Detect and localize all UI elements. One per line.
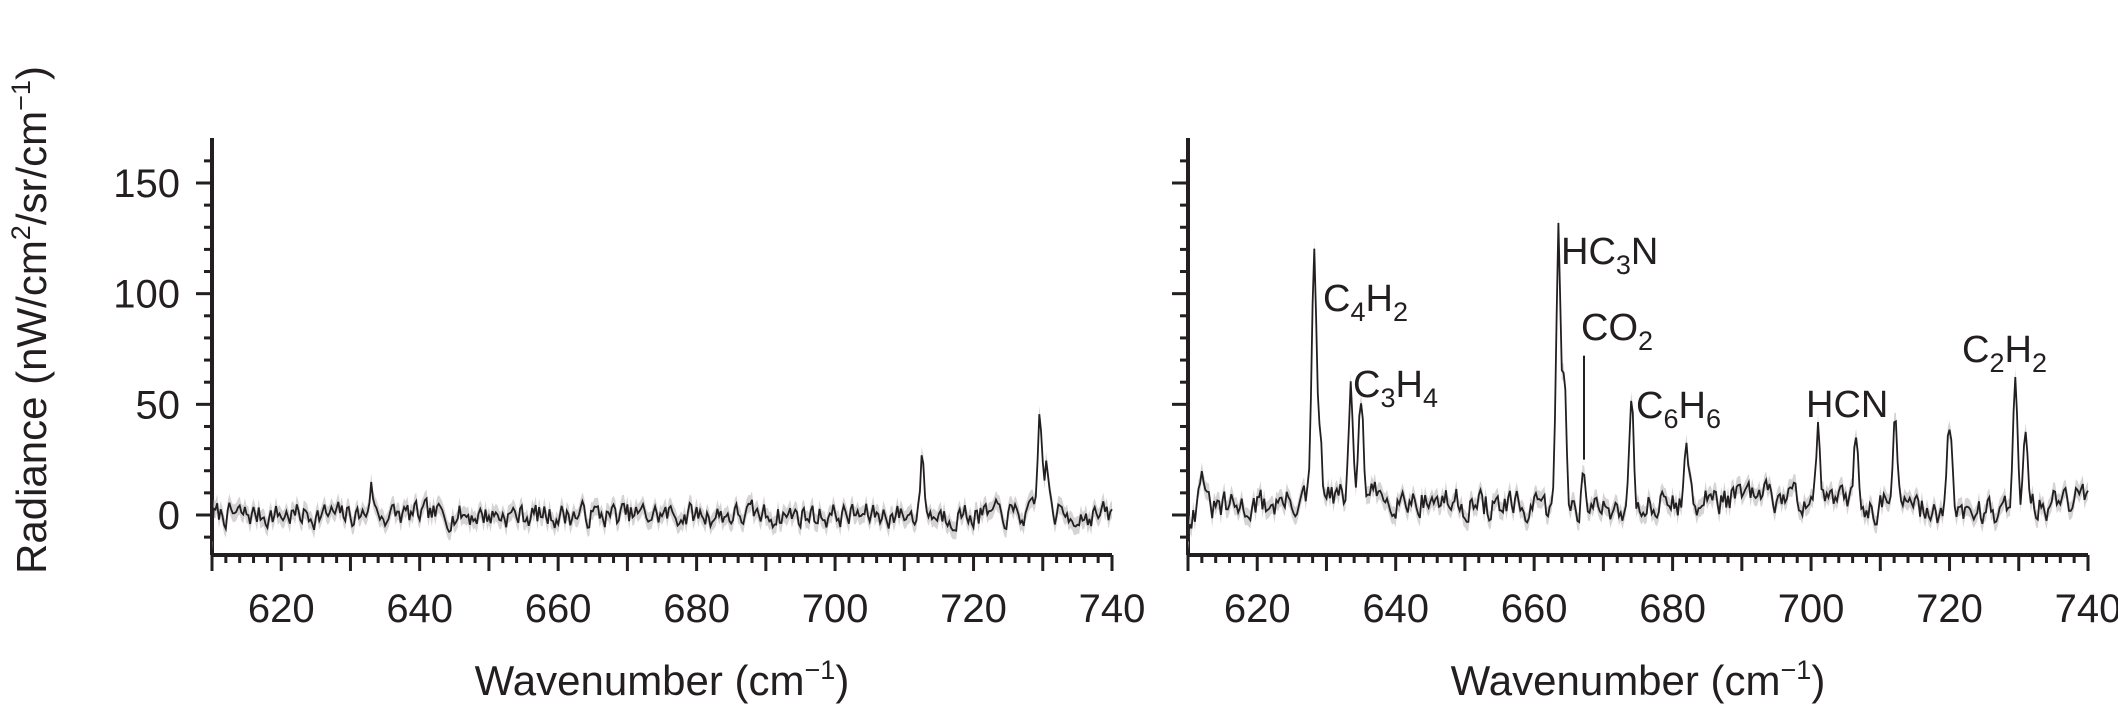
y-axis-title: Radiance (nW/cm2/sr/cm−1) bbox=[6, 66, 55, 574]
label-c3h4: C3H4 bbox=[1353, 364, 1438, 413]
label-c4h2: C4H2 bbox=[1323, 278, 1408, 327]
x-axis-title-right: Wavenumber (cm−1) bbox=[1451, 655, 1826, 704]
x-tick-label: 720 bbox=[1916, 587, 1983, 631]
y-tick-label: 0 bbox=[158, 494, 180, 538]
right-panel: 620 640 660 680 700 720 740 bbox=[1172, 138, 2118, 631]
x-tick-label: 620 bbox=[248, 587, 315, 631]
x-tick-label: 740 bbox=[1079, 587, 1146, 631]
y-tick-label: 50 bbox=[136, 383, 181, 427]
x-tick-label: 700 bbox=[802, 587, 869, 631]
x-tick-label: 660 bbox=[525, 587, 592, 631]
y-tick-label: 150 bbox=[113, 162, 180, 206]
spectrum-line bbox=[211, 414, 1113, 542]
x-tick-label: 660 bbox=[1501, 587, 1568, 631]
label-co2: CO2 bbox=[1581, 307, 1653, 356]
label-c6h6: C6H6 bbox=[1636, 385, 1721, 434]
x-tick-label: 720 bbox=[940, 587, 1007, 631]
x-tick-label: 640 bbox=[386, 587, 453, 631]
y-tick-label: 100 bbox=[113, 273, 180, 317]
uncertainty-band bbox=[212, 405, 1112, 551]
x-tick-label: 680 bbox=[1639, 587, 1706, 631]
x-tick-label: 680 bbox=[663, 587, 730, 631]
label-c2h2: C2H2 bbox=[1962, 329, 2047, 378]
x-tick-label: 640 bbox=[1362, 587, 1429, 631]
label-hc3n: HC3N bbox=[1561, 231, 1658, 280]
x-tick-label: 620 bbox=[1224, 587, 1291, 631]
x-tick-label: 700 bbox=[1778, 587, 1845, 631]
left-panel: 0 50 100 150 620 640 660 680 700 720 740 bbox=[113, 138, 1145, 631]
spectrum-line bbox=[1187, 222, 2089, 542]
x-axis-title-left: Wavenumber (cm−1) bbox=[475, 655, 850, 704]
label-hcn: HCN bbox=[1806, 384, 1888, 426]
x-tick-label: 740 bbox=[2055, 587, 2118, 631]
